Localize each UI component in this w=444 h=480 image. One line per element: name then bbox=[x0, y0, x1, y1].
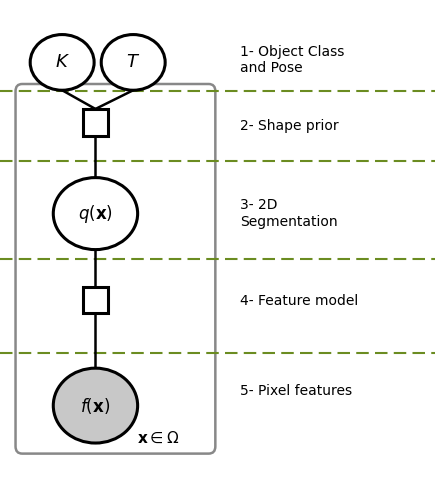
Ellipse shape bbox=[53, 178, 138, 250]
FancyBboxPatch shape bbox=[16, 84, 215, 454]
Text: 4- Feature model: 4- Feature model bbox=[240, 294, 358, 308]
Text: $T$: $T$ bbox=[126, 53, 140, 72]
Text: 5- Pixel features: 5- Pixel features bbox=[240, 384, 352, 398]
Ellipse shape bbox=[101, 35, 165, 90]
Text: 2- Shape prior: 2- Shape prior bbox=[240, 119, 338, 133]
Bar bbox=[83, 109, 108, 136]
Text: 1- Object Class
and Pose: 1- Object Class and Pose bbox=[240, 45, 344, 75]
Text: $\mathbf{x} \in \Omega$: $\mathbf{x} \in \Omega$ bbox=[136, 431, 179, 446]
Text: $q(\mathbf{x})$: $q(\mathbf{x})$ bbox=[78, 203, 113, 225]
Ellipse shape bbox=[53, 368, 138, 443]
Ellipse shape bbox=[30, 35, 94, 90]
Text: 3- 2D
Segmentation: 3- 2D Segmentation bbox=[240, 199, 337, 228]
Text: $K$: $K$ bbox=[55, 53, 70, 72]
Bar bbox=[83, 287, 108, 313]
Text: $f(\mathbf{x})$: $f(\mathbf{x})$ bbox=[80, 396, 111, 416]
